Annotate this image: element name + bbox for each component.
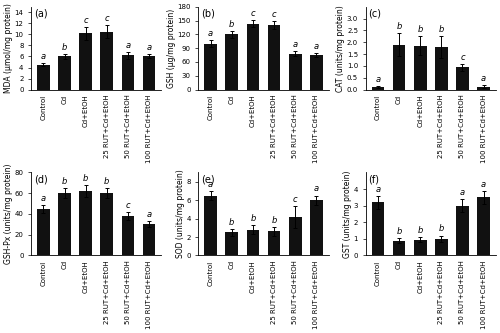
- Text: a: a: [208, 180, 214, 189]
- Text: a: a: [376, 184, 380, 193]
- Bar: [310, 55, 322, 90]
- Bar: [246, 24, 260, 90]
- Text: (a): (a): [34, 8, 48, 18]
- Bar: [80, 33, 92, 90]
- Bar: [477, 87, 490, 90]
- Text: c: c: [250, 9, 256, 18]
- Text: (f): (f): [368, 174, 380, 184]
- Bar: [435, 239, 448, 255]
- Text: b: b: [418, 226, 423, 235]
- Bar: [58, 57, 71, 90]
- Text: a: a: [146, 43, 152, 52]
- Y-axis label: GSH (μg/mg protein): GSH (μg/mg protein): [167, 9, 176, 88]
- Text: b: b: [272, 216, 277, 225]
- Y-axis label: CAT (units/mg protein): CAT (units/mg protein): [336, 5, 345, 92]
- Bar: [226, 232, 238, 255]
- Text: b: b: [418, 25, 423, 34]
- Bar: [122, 55, 134, 90]
- Bar: [372, 87, 384, 90]
- Text: a: a: [208, 29, 214, 38]
- Bar: [268, 25, 280, 90]
- Bar: [477, 197, 490, 255]
- Text: b: b: [438, 224, 444, 233]
- Bar: [80, 191, 92, 255]
- Bar: [58, 193, 71, 255]
- Bar: [289, 217, 302, 255]
- Text: a: a: [481, 74, 486, 83]
- Text: a: a: [481, 180, 486, 189]
- Text: a: a: [314, 42, 319, 51]
- Text: c: c: [460, 53, 465, 62]
- Text: a: a: [41, 193, 46, 202]
- Text: a: a: [41, 52, 46, 61]
- Y-axis label: SOD (units/mg protein): SOD (units/mg protein): [176, 169, 185, 258]
- Text: a: a: [292, 40, 298, 49]
- Text: (e): (e): [201, 174, 214, 184]
- Bar: [456, 206, 469, 255]
- Bar: [414, 46, 426, 90]
- Bar: [246, 230, 260, 255]
- Text: a: a: [376, 75, 380, 84]
- Bar: [289, 54, 302, 90]
- Text: a: a: [460, 188, 465, 197]
- Text: (b): (b): [201, 8, 215, 18]
- Text: a: a: [314, 184, 319, 193]
- Text: (d): (d): [34, 174, 48, 184]
- Text: c: c: [126, 201, 130, 210]
- Bar: [143, 224, 156, 255]
- Text: b: b: [438, 25, 444, 34]
- Bar: [372, 202, 384, 255]
- Text: c: c: [104, 14, 109, 23]
- Bar: [226, 34, 238, 90]
- Bar: [204, 195, 217, 255]
- Bar: [456, 67, 469, 90]
- Text: (c): (c): [368, 8, 382, 18]
- Bar: [37, 65, 50, 90]
- Text: b: b: [229, 20, 234, 29]
- Bar: [392, 240, 406, 255]
- Text: b: b: [396, 22, 402, 31]
- Text: b: b: [229, 218, 234, 227]
- Y-axis label: GST (units/mg protein): GST (units/mg protein): [343, 170, 352, 258]
- Text: b: b: [104, 177, 110, 186]
- Bar: [122, 216, 134, 255]
- Bar: [435, 47, 448, 90]
- Text: b: b: [62, 43, 68, 52]
- Text: b: b: [396, 227, 402, 236]
- Bar: [310, 200, 322, 255]
- Y-axis label: GSH-Px (units/mg protein): GSH-Px (units/mg protein): [4, 164, 13, 264]
- Text: c: c: [84, 16, 88, 25]
- Text: a: a: [126, 41, 130, 50]
- Text: c: c: [272, 10, 276, 19]
- Bar: [100, 193, 113, 255]
- Bar: [143, 56, 156, 90]
- Text: b: b: [83, 174, 88, 183]
- Bar: [100, 32, 113, 90]
- Text: a: a: [146, 210, 152, 219]
- Bar: [204, 44, 217, 90]
- Text: c: c: [293, 194, 298, 203]
- Bar: [392, 45, 406, 90]
- Y-axis label: MDA (μmol/mg protein): MDA (μmol/mg protein): [4, 3, 13, 93]
- Bar: [268, 231, 280, 255]
- Bar: [37, 209, 50, 255]
- Text: b: b: [62, 177, 68, 186]
- Text: b: b: [250, 214, 256, 223]
- Bar: [414, 240, 426, 255]
